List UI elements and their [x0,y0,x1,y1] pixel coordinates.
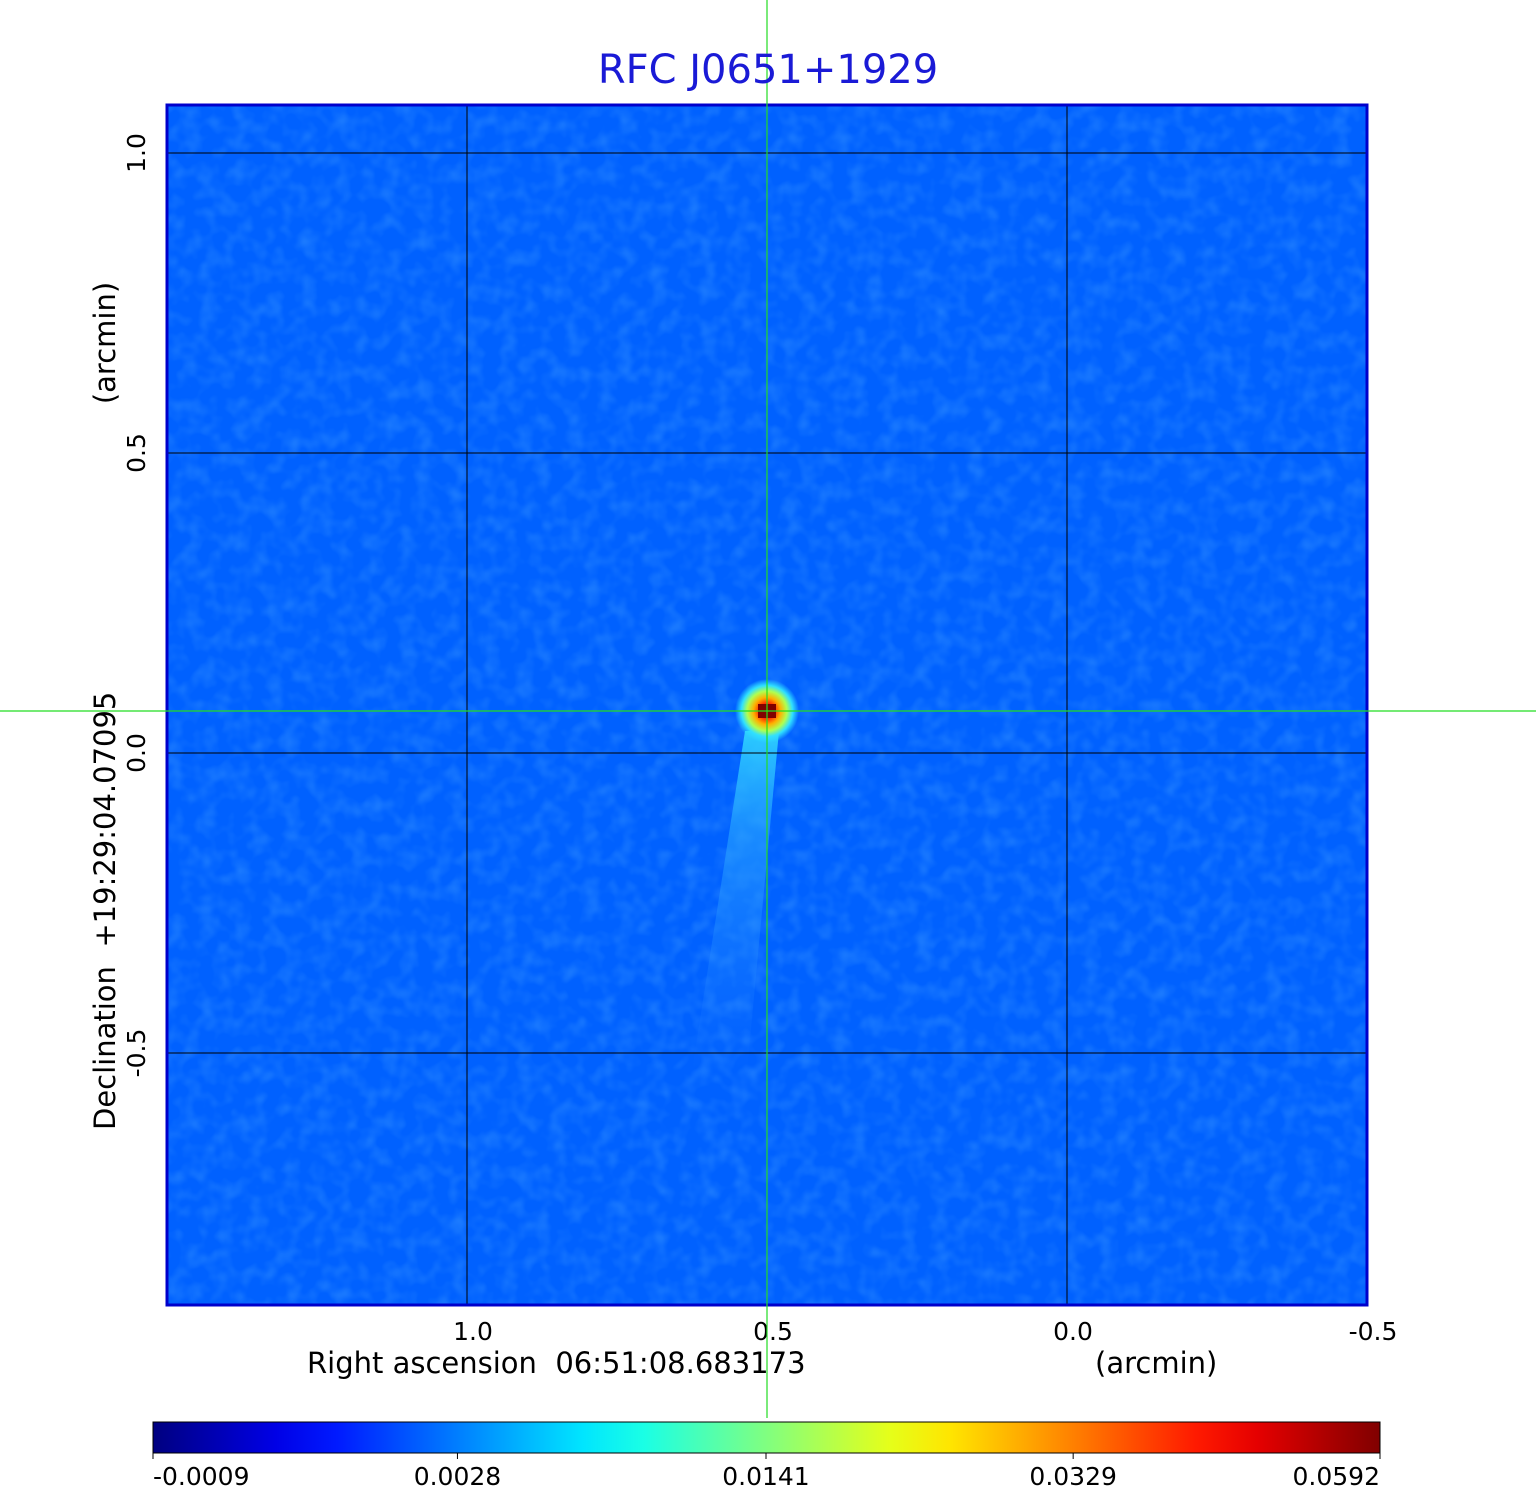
colorbar-tick-label: 0.0028 [414,1462,501,1491]
y-tick-label: 1.0 [122,133,151,173]
y-tick-label: -0.5 [122,1029,151,1078]
colorbar-tick-label: -0.0009 [153,1462,250,1491]
x-tick-label: -0.5 [1349,1317,1398,1346]
y-axis-label: Declination +19:29:04.07095 [88,692,122,1130]
x-axis-unit: (arcmin) [1095,1346,1217,1380]
x-tick-label: 0.5 [753,1317,793,1346]
y-tick-label: 0.5 [122,433,151,473]
y-tick-label: 0.0 [122,733,151,773]
y-axis-unit: (arcmin) [88,282,122,404]
colorbar [152,1421,1381,1454]
chart-title: RFC J0651+1929 [598,47,938,93]
source-tail [692,731,779,1071]
x-axis-label: Right ascension 06:51:08.683173 [307,1346,806,1380]
colorbar-tick-label: 0.0592 [1293,1462,1380,1491]
colorbar-tick-label: 0.0329 [1029,1462,1116,1491]
x-tick-label: 1.0 [453,1317,493,1346]
colorbar-tick-label: 0.0141 [722,1462,809,1491]
x-tick-label: 0.0 [1053,1317,1093,1346]
